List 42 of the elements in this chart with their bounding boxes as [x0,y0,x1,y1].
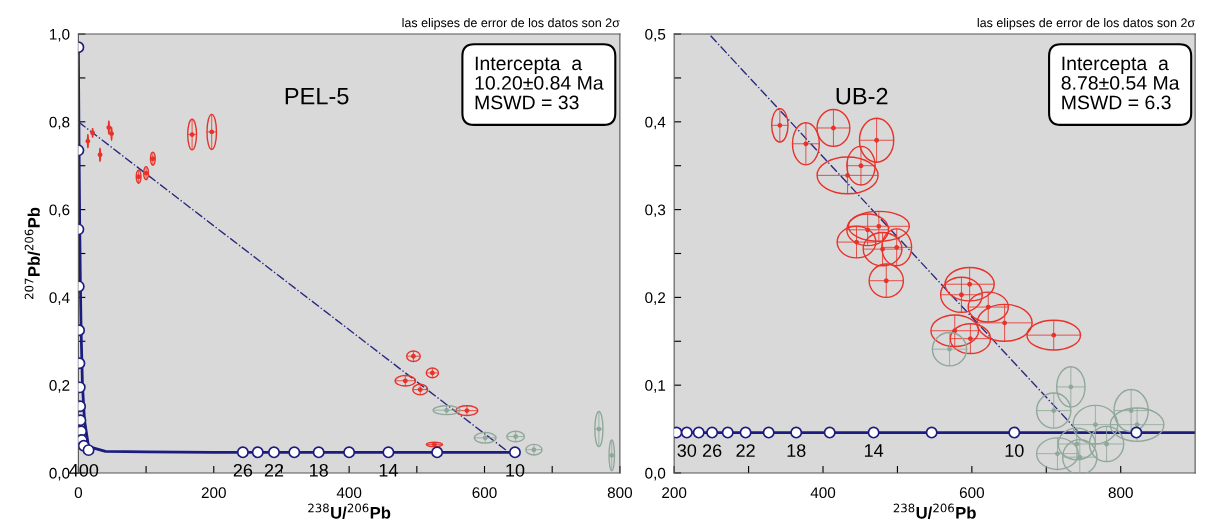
annotation: 18 [787,444,806,457]
x-axis-title: $^{238}$U/$^{206}$Pb [893,503,976,519]
y-axis-title: $^{207}$Pb/$^{206}$Pb [24,207,41,299]
annotation: 14 [379,464,398,477]
x-tick-label: 400 [810,487,836,499]
annotation: Intercepta a 8.78±0.54 Ma MSWD = 6.3 [1061,56,1180,110]
text: UB-2 [836,87,888,105]
y-tick-label: 0,6 [49,204,70,218]
y-tick-label: 0,2 [49,380,70,393]
annotation: 400 [69,463,99,477]
annotation: 10 [506,463,525,477]
x-tick-label: 200 [662,487,687,499]
annotation: 26 [233,463,253,477]
y-tick-label: 1,0 [49,28,70,42]
y-tick-label: 0,4 [49,292,70,305]
x-tick-label: 400 [336,487,362,499]
text: las elipses de error de los datos son 2σ [402,18,620,30]
y-tick-label: 0,2 [645,292,666,305]
text: las elipses de error de los datos son 2σ [977,18,1195,30]
x-tick-label: 200 [201,487,226,499]
y-tick-label: 0,3 [645,204,666,218]
x-tick-label: 600 [959,487,985,499]
annotation: 22 [736,444,755,457]
y-tick-label: 0,0 [49,467,70,481]
x-tick-label: 800 [1108,487,1133,499]
x-tick-label: 800 [607,487,633,499]
annotation: 18 [310,463,328,477]
x-tick-label: 0 [74,487,83,499]
text: PEL-5 [285,88,349,105]
x-tick-label: 600 [472,487,497,499]
annotation: 22 [264,463,284,477]
annotation: Intercepta a 10.20±0.84 Ma MSWD = 33 [475,56,604,110]
annotation: 10 [1005,444,1024,457]
y-tick-label: 0,8 [49,116,70,130]
annotation: 30 [677,444,697,457]
annotation: 26 [702,444,722,457]
y-tick-label: 0,0 [645,467,666,481]
y-tick-label: 0,5 [645,28,666,42]
annotation: 14 [864,444,884,457]
x-axis-title: $^{238}$U/$^{206}$Pb [308,503,391,519]
y-tick-label: 0,1 [645,380,666,393]
y-tick-label: 0,4 [645,116,666,130]
